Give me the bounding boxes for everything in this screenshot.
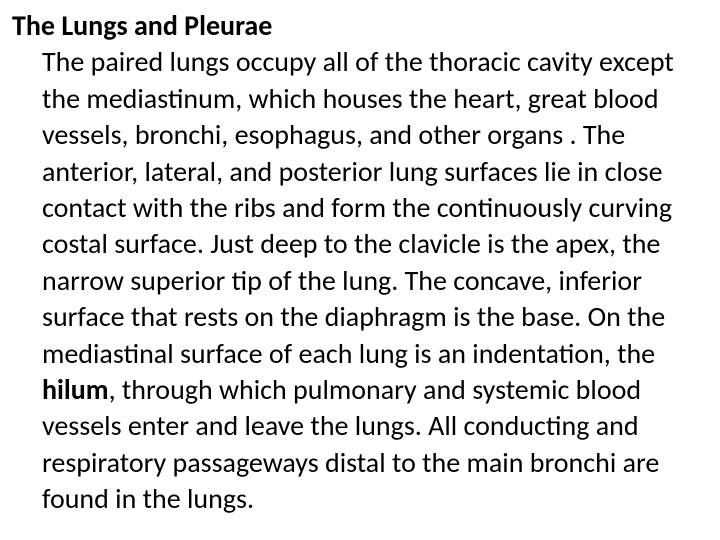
body-text-part-2: , through which pulmonary and systemic b… [42, 372, 659, 516]
document-page: The Lungs and Pleurae The paired lungs o… [0, 0, 720, 540]
bold-term-hilum: hilum [42, 372, 109, 407]
section-title: The Lungs and Pleurae [12, 8, 708, 44]
body-text-part-1: The paired lungs occupy all of the thora… [42, 44, 674, 370]
body-paragraph: The paired lungs occupy all of the thora… [12, 44, 708, 517]
